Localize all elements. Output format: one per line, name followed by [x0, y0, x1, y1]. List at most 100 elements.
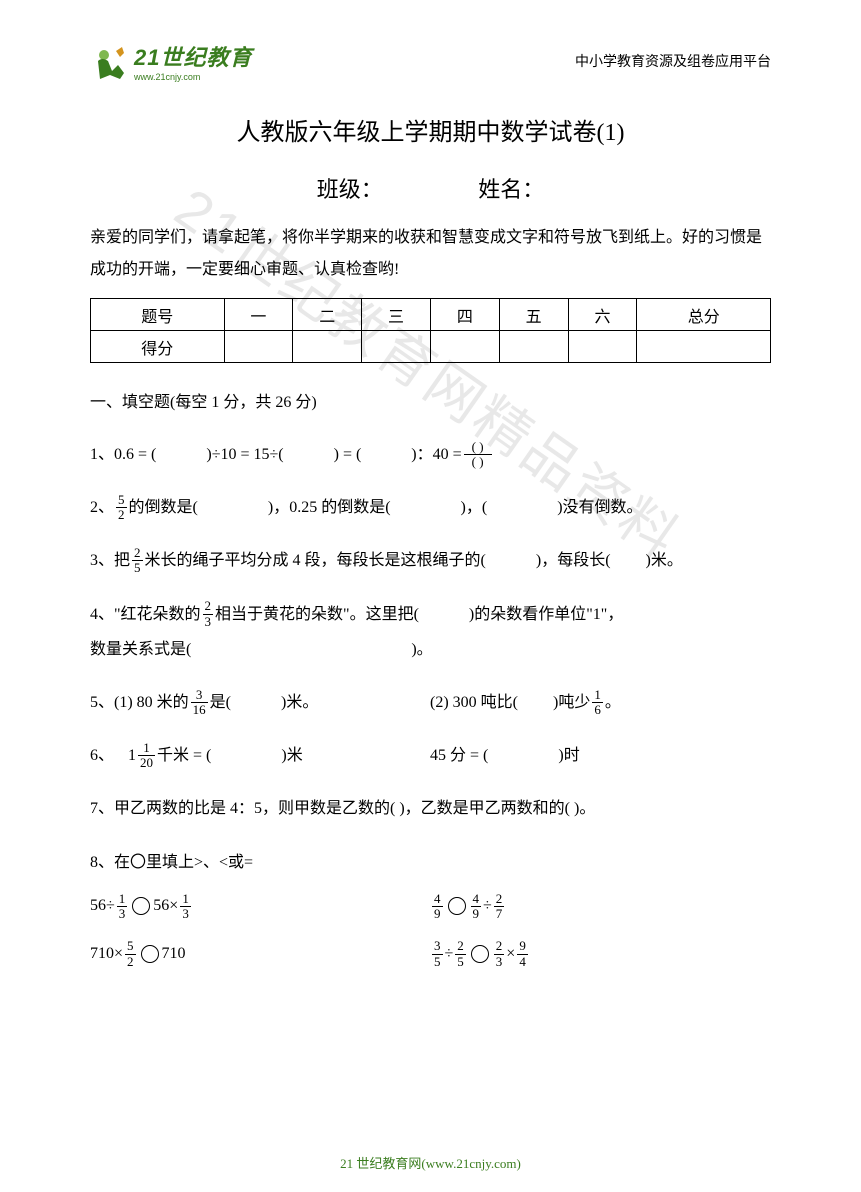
- q4-text: 4、"红花朵数的: [90, 597, 201, 632]
- cmp-text: 710×: [90, 945, 123, 963]
- cmp-text: ÷: [445, 945, 454, 963]
- table-cell: 一: [224, 299, 293, 331]
- q5-text: 。: [605, 685, 621, 720]
- table-row: 得分: [91, 331, 771, 363]
- q2-text: 2、: [90, 490, 114, 525]
- fraction: 49: [471, 892, 482, 922]
- page-title: 人教版六年级上学期期中数学试卷(1): [90, 112, 771, 147]
- fraction: 2 5: [132, 546, 143, 576]
- q5-part2: (2) 300 吨比( )吨少 1 6 。: [430, 685, 621, 720]
- q4-text: 相当于黄花的朵数"。这里把(: [215, 597, 419, 632]
- q3-text: 米长的绳子平均分成 4 段，每段长是这根绳子的(: [145, 543, 486, 578]
- question-7: 7、甲乙两数的比是 4：5，则甲数是乙数的( )，乙数是甲乙两数和的( )。: [90, 791, 771, 826]
- table-cell: [362, 331, 431, 363]
- q3-text: )，每段长(: [536, 543, 611, 578]
- name-label: 姓名：: [478, 172, 544, 204]
- logo-main: 21世纪教育: [134, 40, 252, 72]
- question-2: 2、 5 2 的倒数是( )，0.25 的倒数是( )，( )没有倒数。: [90, 490, 771, 525]
- fraction: 49: [432, 892, 443, 922]
- fraction: 52: [125, 939, 136, 969]
- question-8: 8、在〇里填上>、<或=: [90, 845, 771, 880]
- q3-text: 3、把: [90, 543, 130, 578]
- frac-num: 5: [125, 939, 136, 954]
- q2-text: )没有倒数。: [557, 490, 642, 525]
- frac-num: 1: [592, 688, 603, 703]
- table-cell: 五: [499, 299, 568, 331]
- cmp-text: 56×: [153, 897, 178, 915]
- q6-part2: 45 分 = ( )时: [430, 738, 580, 773]
- fraction: 2 3: [203, 599, 214, 629]
- table-cell: 六: [568, 299, 637, 331]
- fraction: 13: [180, 892, 191, 922]
- table-cell: 四: [430, 299, 499, 331]
- q5-text: )米。: [281, 685, 318, 720]
- frac-num: 1: [117, 892, 128, 907]
- table-cell: 得分: [91, 331, 225, 363]
- question-5: 5、(1) 80 米的 3 16 是( )米。 (2) 300 吨比( )吨少 …: [90, 685, 771, 720]
- q5-text: (2) 300 吨比(: [430, 685, 518, 720]
- logo-icon: [90, 41, 130, 81]
- fraction: 25: [455, 939, 466, 969]
- q4-text: )。: [411, 632, 432, 667]
- q3-text: )米。: [646, 543, 683, 578]
- fraction: ( ) ( ): [464, 440, 492, 470]
- cmp-text: ×: [506, 945, 515, 963]
- q5-part1: 5、(1) 80 米的 3 16 是( )米。: [90, 685, 430, 720]
- table-row: 题号 一 二 三 四 五 六 总分: [91, 299, 771, 331]
- q5-text: 是(: [210, 685, 231, 720]
- q2-text: )，(: [461, 490, 488, 525]
- table-cell: 题号: [91, 299, 225, 331]
- table-cell: [293, 331, 362, 363]
- table-cell: 三: [362, 299, 431, 331]
- table-cell: [568, 331, 637, 363]
- q1-text: )÷10 = 15÷(: [206, 437, 283, 472]
- frac-den: 5: [432, 955, 443, 969]
- question-4: 4、"红花朵数的 2 3 相当于黄花的朵数"。这里把( )的朵数看作单位"1"，…: [90, 597, 771, 667]
- class-label: 班级：: [317, 172, 383, 204]
- question-6: 6、 1 1 20 千米 = ( )米 45 分 = ( )时: [90, 738, 771, 773]
- table-cell: 二: [293, 299, 362, 331]
- compare-item: 35 ÷ 25 23 × 94: [430, 939, 770, 969]
- q6-text: )米: [281, 738, 302, 773]
- q6-text: 45 分 = (: [430, 738, 488, 773]
- q4-text: )的朵数看作单位"1"，: [469, 597, 623, 632]
- circle-blank: [132, 897, 150, 915]
- q5-text: 5、(1) 80 米的: [90, 685, 189, 720]
- frac-den: 7: [494, 907, 505, 921]
- frac-num: 3: [191, 688, 208, 703]
- frac-den: 20: [138, 756, 155, 770]
- whole: 1: [128, 738, 136, 773]
- frac-num: 2: [494, 939, 505, 954]
- frac-den: 2: [125, 955, 136, 969]
- logo-text: 21世纪教育 www.21cnjy.com: [134, 40, 252, 82]
- q2-text: )，0.25 的倒数是(: [268, 490, 391, 525]
- table-cell: [499, 331, 568, 363]
- circle-blank: [141, 945, 159, 963]
- frac-den: 5: [455, 955, 466, 969]
- frac-den: 3: [117, 907, 128, 921]
- compare-row-1: 56÷ 13 56× 13 49 49 ÷ 27: [90, 892, 771, 922]
- fraction: 13: [117, 892, 128, 922]
- compare-item: 56÷ 13 56× 13: [90, 892, 430, 922]
- table-cell: [430, 331, 499, 363]
- frac-den: 3: [203, 615, 214, 629]
- q6-part1: 6、 1 1 20 千米 = ( )米: [90, 738, 430, 773]
- frac-num: 4: [471, 892, 482, 907]
- q1-text: )：40 =: [411, 437, 461, 472]
- table-cell: [224, 331, 293, 363]
- frac-den: ( ): [464, 455, 492, 469]
- cmp-text: 710: [162, 945, 186, 963]
- frac-den: 6: [592, 703, 603, 717]
- footer: 21 世纪教育网(www.21cnjy.com): [0, 1153, 861, 1172]
- fraction: 27: [494, 892, 505, 922]
- frac-num: 1: [180, 892, 191, 907]
- header: 21世纪教育 www.21cnjy.com 中小学教育资源及组卷应用平台: [90, 40, 771, 82]
- fraction: 1 20: [138, 741, 155, 771]
- q6-text: )时: [558, 738, 579, 773]
- frac-num: 2: [494, 892, 505, 907]
- q5-text: )吨少: [553, 685, 590, 720]
- frac-num: 4: [432, 892, 443, 907]
- q6-text: 6、: [90, 738, 114, 773]
- fraction: 35: [432, 939, 443, 969]
- mixed-number: 1 1 20: [128, 738, 157, 773]
